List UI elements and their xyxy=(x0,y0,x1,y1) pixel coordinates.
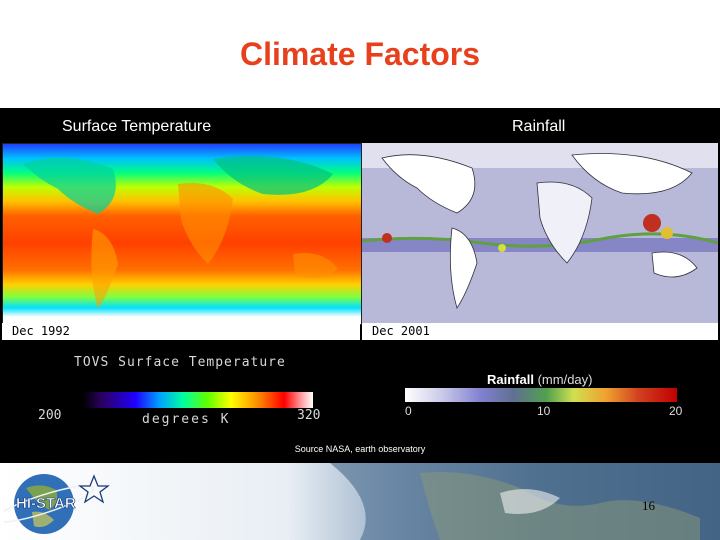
earth-background-image xyxy=(0,463,720,540)
surface-temperature-map xyxy=(2,143,362,325)
temperature-scale-max: 320 xyxy=(297,408,321,423)
temperature-color-scale xyxy=(73,392,313,408)
svg-text:HI-STAR: HI-STAR xyxy=(16,495,76,512)
rainfall-scale-name: Rainfall xyxy=(487,372,534,387)
hi-star-logo: HI-STAR xyxy=(4,474,110,534)
slide-title: Climate Factors xyxy=(239,36,481,72)
rainfall-map xyxy=(362,143,718,323)
rainfall-scale-title: Rainfall (mm/day) xyxy=(487,372,592,387)
rainfall-scale-unit: (mm/day) xyxy=(537,372,593,387)
climate-figure-panel: Surface Temperature Rainfall xyxy=(0,108,720,463)
rainfall-heading: Rainfall xyxy=(512,118,566,135)
temperature-date-label: Dec 1992 xyxy=(2,323,360,340)
rainfall-tick: 20 xyxy=(669,404,683,418)
temperature-scale-min: 200 xyxy=(38,408,62,423)
temperature-scale-unit: degrees K xyxy=(142,412,231,427)
source-credit: Source NASA, earth observatory xyxy=(294,444,426,454)
page-number: 16 xyxy=(642,498,655,513)
temperature-heading: Surface Temperature xyxy=(62,118,212,135)
rainfall-tick: 0 xyxy=(405,404,412,418)
temperature-scale-title: TOVS Surface Temperature xyxy=(74,355,286,370)
rainfall-tick: 10 xyxy=(537,404,551,418)
rainfall-color-scale xyxy=(405,388,677,402)
rainfall-date-label: Dec 2001 xyxy=(362,323,718,340)
